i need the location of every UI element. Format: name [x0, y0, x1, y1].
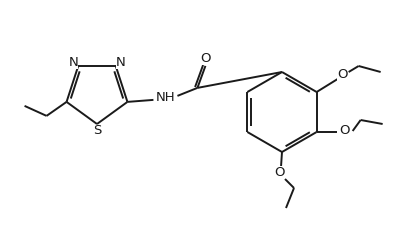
Text: O: O [200, 52, 211, 65]
Text: O: O [275, 166, 285, 179]
Text: O: O [339, 124, 350, 137]
Text: NH: NH [156, 91, 175, 104]
Text: N: N [116, 56, 126, 69]
Text: O: O [337, 67, 348, 80]
Text: S: S [93, 125, 101, 138]
Text: N: N [68, 56, 78, 69]
